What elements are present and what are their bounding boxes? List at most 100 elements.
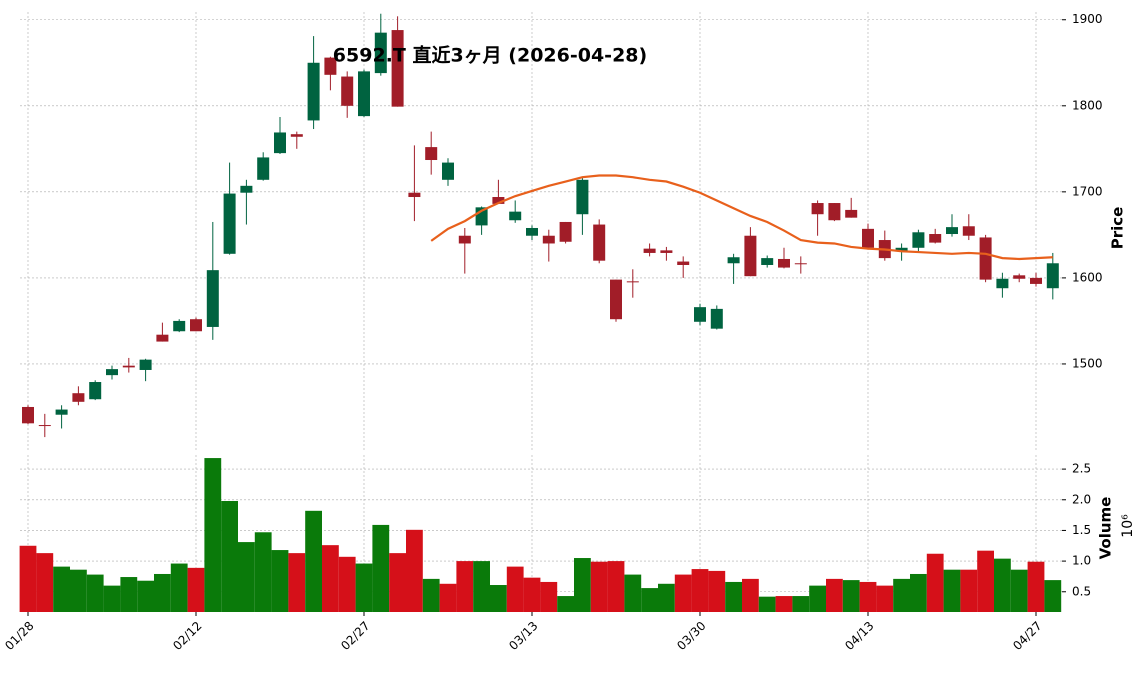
candle-body: [509, 211, 522, 221]
volume-bar: [809, 585, 826, 612]
volume-bar: [439, 583, 457, 612]
y2-tick-label: 2.5: [1072, 462, 1091, 476]
candle-body: [257, 157, 270, 180]
candle-body: [559, 221, 572, 242]
volume-bar: [137, 580, 154, 612]
candle-body: [778, 258, 790, 268]
y2-tick-label: 1.0: [1072, 554, 1091, 568]
volume-bar: [775, 596, 793, 612]
volume-bar: [473, 561, 490, 612]
volume-bar: [758, 596, 776, 612]
volume-bar: [288, 553, 306, 612]
volume-bar: [792, 596, 810, 612]
candle-body: [22, 406, 34, 424]
candle-body: [492, 197, 505, 204]
volume-bar: [36, 553, 54, 612]
candle-body: [442, 162, 454, 180]
volume-bar: [674, 574, 692, 612]
candle-body: [576, 179, 589, 215]
candle-body: [710, 308, 723, 329]
candle-body: [626, 281, 639, 283]
candle-body: [542, 235, 555, 244]
candle-body: [55, 409, 68, 415]
candle-body: [727, 257, 740, 264]
volume-bar: [221, 500, 238, 612]
volume-bar: [910, 573, 927, 612]
volume-bar: [607, 561, 625, 612]
candle-body: [374, 32, 387, 74]
volume-bar: [456, 561, 474, 612]
candle-body: [190, 319, 202, 332]
volume-bar: [103, 585, 121, 612]
volume-bar: [204, 458, 222, 612]
candle-body: [408, 192, 421, 198]
candle-body: [458, 235, 471, 244]
candle-body: [643, 248, 656, 253]
volume-bar: [876, 585, 894, 612]
volume-bar: [238, 542, 255, 612]
volume-bar: [708, 570, 726, 612]
candle-body: [341, 76, 354, 106]
y2-axis-label: Volume: [1097, 497, 1115, 560]
candle-body: [307, 62, 320, 121]
volume-bar: [406, 529, 423, 612]
volume-bar: [422, 578, 440, 612]
candle-body: [206, 270, 219, 327]
candle-body: [912, 232, 925, 248]
volume-bar: [658, 583, 675, 612]
candle-body: [895, 247, 908, 252]
candle-body: [290, 134, 303, 137]
candle-body: [996, 278, 1009, 289]
candle-body: [358, 71, 370, 117]
volume-bar: [977, 550, 994, 612]
y2-offset-label: 10⁶: [1120, 514, 1136, 538]
candle-body: [1013, 275, 1026, 279]
y-tick-label: 1900: [1072, 12, 1103, 26]
volume-bar: [842, 580, 860, 612]
volume-bar: [590, 561, 608, 612]
candle-body: [694, 307, 706, 322]
candle-body: [425, 147, 438, 161]
volume-bar: [994, 558, 1011, 612]
y-tick-label: 1600: [1072, 270, 1103, 284]
volume-bar: [725, 581, 742, 612]
volume-bar: [389, 553, 406, 612]
volume-bar: [943, 569, 961, 612]
candle-body: [962, 226, 975, 236]
volume-bar: [557, 596, 574, 612]
y-axis-label: Price: [1109, 207, 1127, 250]
volume-bar: [624, 574, 642, 612]
volume-bar: [523, 577, 541, 612]
volume-bar: [322, 545, 339, 612]
volume-bar: [187, 567, 205, 612]
volume-bar: [271, 550, 289, 612]
candle-body: [761, 258, 774, 265]
moving-average-line: [430, 174, 1053, 261]
candle-body: [240, 185, 253, 193]
volume-bar: [742, 578, 759, 612]
candle-body: [1030, 277, 1042, 284]
y2-tick-label: 2.0: [1072, 492, 1091, 506]
candle-body: [593, 224, 606, 261]
candle-body: [929, 234, 942, 243]
candle-body: [72, 393, 85, 402]
candle-body: [610, 279, 622, 320]
volume-bar: [490, 585, 507, 612]
volume-bar: [859, 581, 877, 612]
y-tick-label: 1800: [1072, 98, 1103, 112]
candle-body: [173, 320, 186, 332]
volume-bar: [170, 563, 188, 612]
candle-body: [828, 203, 841, 221]
candle-body: [845, 209, 858, 218]
candle-body: [38, 425, 51, 427]
volume-bar: [574, 558, 591, 612]
volume-bar: [372, 524, 390, 612]
volume-bar: [826, 578, 843, 612]
y2-tick-label: 1.5: [1072, 523, 1091, 537]
candle-body: [862, 228, 874, 248]
candle-body: [89, 382, 102, 400]
volume-bar: [53, 566, 70, 612]
candle-body: [391, 30, 404, 107]
volume-bar: [338, 556, 356, 612]
candle-body: [979, 237, 992, 280]
